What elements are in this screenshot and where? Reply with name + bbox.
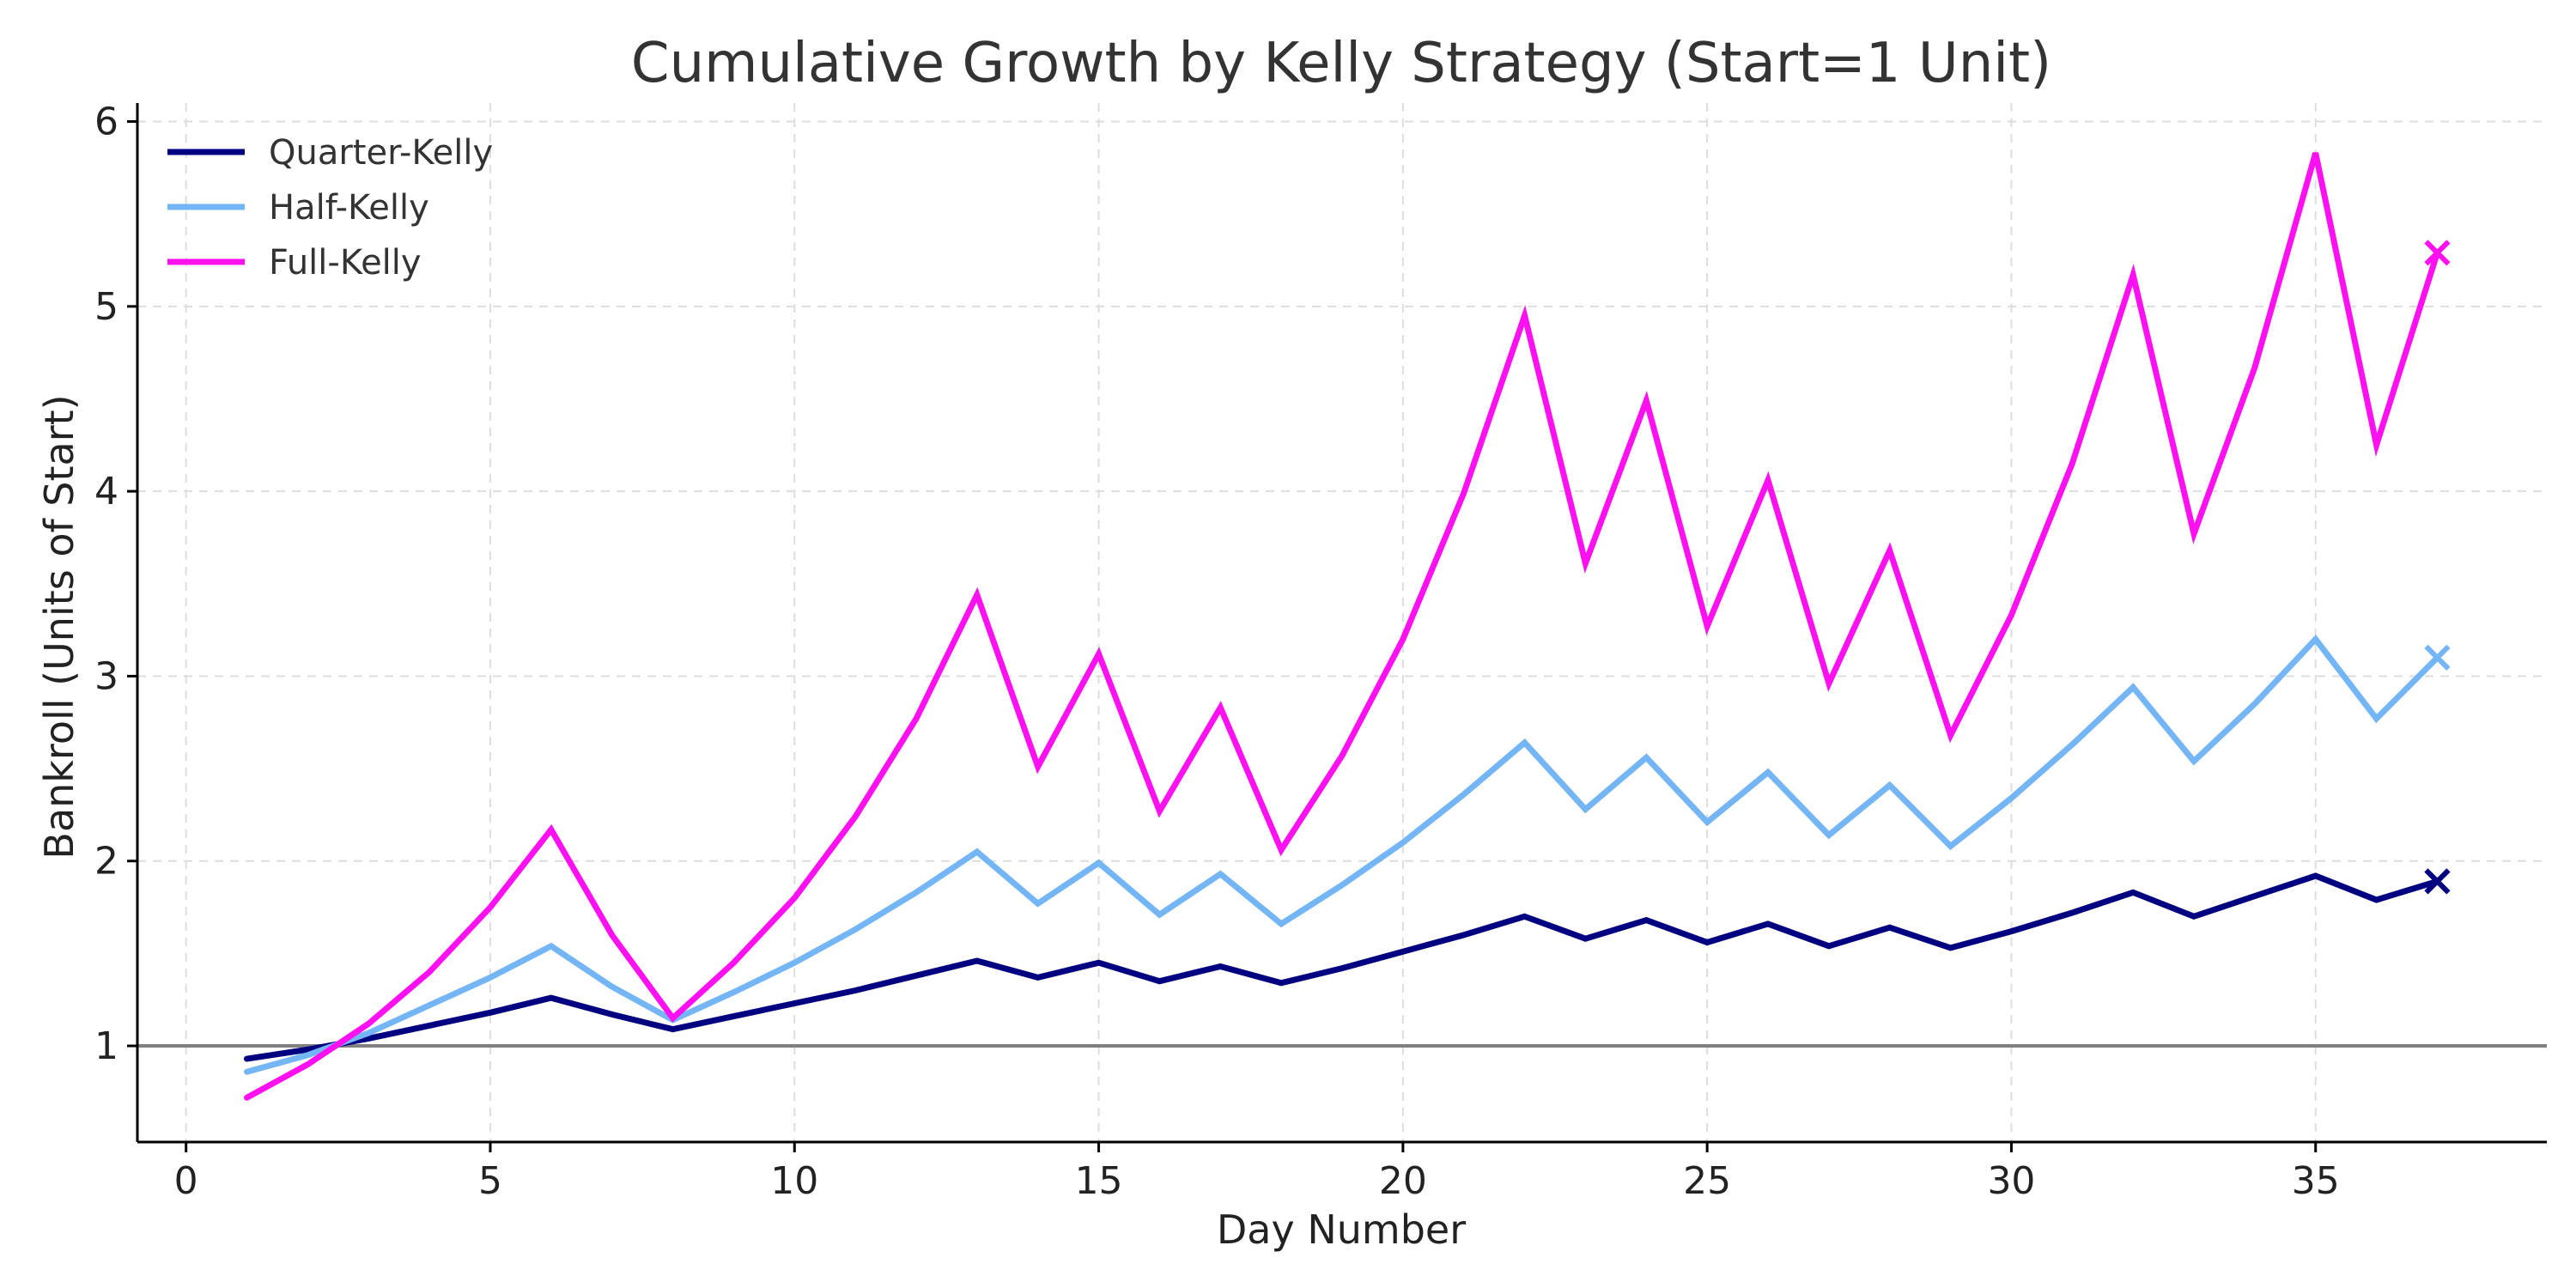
x-tick-label: 10 bbox=[770, 1159, 818, 1203]
legend-label-half-kelly: Half-Kelly bbox=[269, 188, 429, 228]
axes bbox=[127, 103, 2547, 1152]
series-line-half-kelly bbox=[244, 634, 2440, 1075]
x-axis-label: Day Number bbox=[1217, 1206, 1466, 1253]
x-tick-label: 5 bbox=[478, 1159, 502, 1203]
y-tick-label: 3 bbox=[94, 654, 118, 698]
end-marker-half-kelly bbox=[2424, 644, 2451, 671]
end-marker-full-kelly bbox=[2424, 240, 2451, 266]
end-marker-quarter-kelly bbox=[2424, 868, 2451, 895]
chart-title: Cumulative Growth by Kelly Strategy (Sta… bbox=[631, 32, 2051, 95]
series-line-quarter-kelly bbox=[244, 872, 2440, 1062]
x-tick-label: 25 bbox=[1683, 1159, 1731, 1203]
series-line-full-kelly bbox=[244, 152, 2440, 1101]
x-tick-label: 35 bbox=[2292, 1159, 2340, 1203]
x-tick-label: 15 bbox=[1075, 1159, 1123, 1203]
series-lines bbox=[244, 152, 2451, 1101]
y-tick-label: 1 bbox=[94, 1024, 118, 1068]
x-tick-label: 20 bbox=[1379, 1159, 1427, 1203]
y-tick-label: 4 bbox=[94, 470, 118, 513]
legend: Quarter-Kelly Half-Kelly Full-Kelly bbox=[167, 133, 493, 283]
x-tick-label: 0 bbox=[174, 1159, 198, 1203]
y-tick-label: 5 bbox=[94, 285, 118, 329]
y-tick-label: 6 bbox=[94, 100, 118, 144]
grid-lines bbox=[137, 103, 2547, 1142]
legend-label-full-kelly: Full-Kelly bbox=[269, 243, 422, 283]
y-tick-label: 2 bbox=[94, 840, 118, 884]
y-axis-label: Bankroll (Units of Start) bbox=[36, 394, 82, 859]
legend-label-quarter-kelly: Quarter-Kelly bbox=[269, 133, 493, 173]
x-tick-label: 30 bbox=[1987, 1159, 2035, 1203]
tick-labels: 0 5 10 15 20 25 30 35 1 2 3 4 5 6 bbox=[94, 100, 2340, 1203]
